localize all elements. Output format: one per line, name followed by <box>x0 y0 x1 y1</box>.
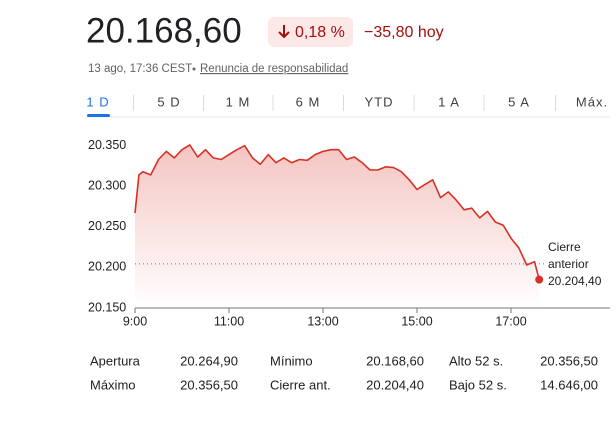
previous-close-value: 20.204,40 <box>548 274 602 288</box>
active-tab-indicator <box>87 114 110 117</box>
x-tick-label: 15:00 <box>401 314 432 328</box>
disclaimer-link[interactable]: Renuncia de responsabilidad <box>200 63 348 75</box>
x-tick-label: 11:00 <box>214 314 244 328</box>
stat-value: 20.264,90 <box>180 353 238 368</box>
time-range-tab[interactable]: 1 D <box>86 94 109 109</box>
stat-value: 20.204,40 <box>366 377 424 392</box>
x-tick-label: 17:00 <box>495 314 526 328</box>
time-range-tab[interactable]: 1 M <box>226 94 251 109</box>
y-tick-label: 20.350 <box>88 138 126 152</box>
time-range-tab[interactable]: Máx. <box>576 94 608 109</box>
stat-value: 20.356,50 <box>540 353 598 368</box>
down-arrow <box>278 25 290 39</box>
change-absolute: −35,80 hoy <box>364 24 444 41</box>
previous-close-label: Cierre <box>548 240 581 254</box>
price-area <box>135 144 540 308</box>
timestamp: 13 ago, 17:36 CEST <box>88 63 192 75</box>
price-line <box>134 144 540 280</box>
stat-label: Alto 52 s. <box>449 353 503 368</box>
stat-label: Cierre ant. <box>270 377 331 392</box>
x-tick-label: 13:00 <box>307 314 338 328</box>
stat-label: Máximo <box>90 377 136 392</box>
time-range-tab[interactable]: YTD <box>365 94 394 109</box>
stat-label: Mínimo <box>270 353 313 368</box>
change-percent: 0,18 % <box>295 24 345 41</box>
bullet <box>192 67 196 71</box>
stat-value: 20.356,50 <box>180 377 238 392</box>
last-price-dot <box>535 275 544 284</box>
time-range-tab[interactable]: 1 A <box>438 94 460 109</box>
y-tick-label: 20.200 <box>88 260 126 274</box>
stat-label: Apertura <box>90 353 141 368</box>
previous-close-label-line2: anterior <box>548 257 589 271</box>
y-tick-label: 20.300 <box>88 179 126 193</box>
x-tick-label: 9:00 <box>123 314 147 328</box>
y-tick-label: 20.150 <box>88 300 126 314</box>
stat-label: Bajo 52 s. <box>449 377 507 392</box>
price: 20.168,60 <box>86 11 242 50</box>
time-range-tab[interactable]: 5 D <box>157 94 180 109</box>
stat-value: 14.646,00 <box>540 377 598 392</box>
time-range-tab[interactable]: 6 M <box>296 94 321 109</box>
y-tick-label: 20.250 <box>88 219 126 233</box>
time-range-tab[interactable]: 5 A <box>508 94 530 109</box>
stat-value: 20.168,60 <box>366 353 424 368</box>
change-badge <box>268 17 353 47</box>
